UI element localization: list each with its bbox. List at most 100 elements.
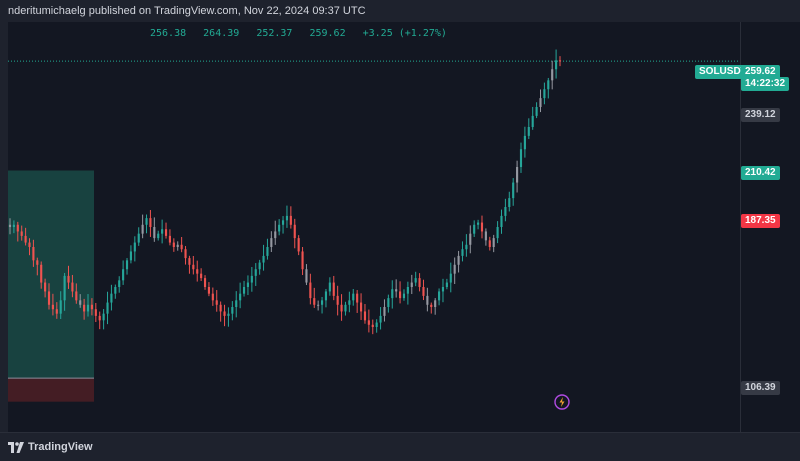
candle-body — [110, 293, 113, 303]
candle-body — [207, 287, 211, 294]
candle-body — [125, 260, 129, 270]
candle-body — [297, 238, 300, 252]
candle-body — [75, 291, 78, 301]
candle-body — [519, 149, 523, 167]
countdown-tag: 14:22:32 — [741, 77, 790, 91]
stop-zone — [8, 378, 94, 402]
candle-body — [262, 255, 265, 263]
candle-body — [79, 300, 82, 305]
candle-body — [422, 287, 425, 296]
candle-body — [379, 315, 382, 323]
candle-body — [492, 238, 495, 247]
candle-body — [161, 229, 164, 234]
candle-body — [441, 287, 445, 292]
tradingview-brand[interactable]: TradingView — [8, 441, 93, 453]
candle-body — [12, 224, 15, 227]
candle-body — [118, 280, 121, 287]
candle-body — [28, 242, 31, 247]
candle-body — [332, 282, 335, 296]
symbol-price-tag: SOLUSDT — [695, 65, 751, 79]
header-bar: nderitumichaelg published on TradingView… — [0, 0, 800, 22]
candle-body — [176, 244, 179, 247]
tradingview-logo-icon — [8, 441, 24, 453]
candle-body — [477, 222, 480, 225]
lightning-alert-icon[interactable] — [554, 394, 570, 410]
candle-body — [129, 251, 132, 261]
candle-body — [426, 295, 429, 305]
candle-body — [86, 304, 90, 312]
ohlc-open: 256.38 — [150, 28, 187, 39]
candle-body — [270, 238, 273, 247]
candle-body — [32, 247, 35, 261]
candle-body — [94, 309, 97, 316]
candle-body — [496, 227, 499, 239]
candle-body — [164, 229, 168, 236]
candle-body — [317, 304, 320, 306]
candlestick-chart[interactable] — [8, 22, 740, 432]
target-zone — [8, 170, 94, 379]
level-tag-stop: 106.39 — [741, 381, 780, 395]
candle-body — [180, 244, 183, 250]
ohlc-legend: 256.38 264.39 252.37 259.62 +3.25 (+1.27… — [150, 28, 458, 39]
candle-body — [461, 249, 464, 256]
candle-body — [438, 291, 441, 301]
candle-body — [223, 311, 226, 316]
level-tag-239: 239.12 — [741, 108, 780, 122]
candle-body — [157, 233, 160, 239]
candle-body — [227, 313, 230, 316]
candle-body — [344, 304, 347, 312]
candle-body — [418, 278, 421, 287]
candle-body — [473, 224, 476, 234]
candle-body — [281, 220, 285, 225]
candle-body — [184, 249, 187, 259]
candle-body — [375, 322, 378, 327]
candle-body — [137, 233, 140, 243]
candle-body — [516, 167, 519, 183]
candle-body — [410, 282, 413, 287]
candle-body — [348, 300, 351, 305]
candle-body — [192, 264, 195, 270]
candle-body — [219, 304, 222, 312]
candle-body — [168, 235, 172, 243]
candle-body — [328, 282, 331, 292]
candle-body — [336, 295, 339, 305]
candle-body — [508, 198, 511, 207]
candle-body — [543, 89, 546, 99]
candle-body — [301, 251, 304, 270]
candle-body — [313, 298, 316, 305]
candle-body — [36, 260, 39, 265]
candle-body — [278, 224, 281, 232]
candle-body — [387, 298, 390, 307]
candle-body — [547, 80, 550, 90]
candle-body — [141, 224, 144, 234]
candle-body — [551, 69, 554, 81]
candle-body — [484, 231, 487, 241]
candle-body — [512, 182, 515, 199]
candle-body — [172, 242, 175, 247]
candle-body — [24, 235, 27, 243]
candle-body — [83, 304, 86, 312]
candle-body — [453, 264, 456, 274]
candle-body — [531, 115, 534, 127]
ohlc-change: +3.25 (+1.27%) — [362, 28, 447, 39]
candle-body — [395, 289, 398, 292]
level-tag-target: 210.42 — [741, 166, 780, 180]
candle-body — [188, 258, 191, 265]
candle-body — [16, 224, 19, 232]
chart-pane[interactable] — [8, 22, 740, 432]
candle-body — [285, 215, 289, 221]
candle-body — [47, 291, 51, 305]
candle-body — [149, 218, 152, 227]
candle-body — [480, 222, 484, 232]
candle-body — [535, 107, 538, 116]
candle-body — [457, 255, 460, 265]
candle-body — [250, 275, 253, 283]
publisher-byline: nderitumichaelg published on TradingView… — [8, 5, 366, 17]
candle-body — [266, 247, 269, 256]
candle-body — [98, 315, 101, 321]
candle-body — [106, 302, 109, 314]
candle-body — [305, 269, 308, 283]
candle-body — [153, 227, 156, 239]
candle-body — [539, 98, 542, 107]
candle-body — [402, 293, 406, 299]
